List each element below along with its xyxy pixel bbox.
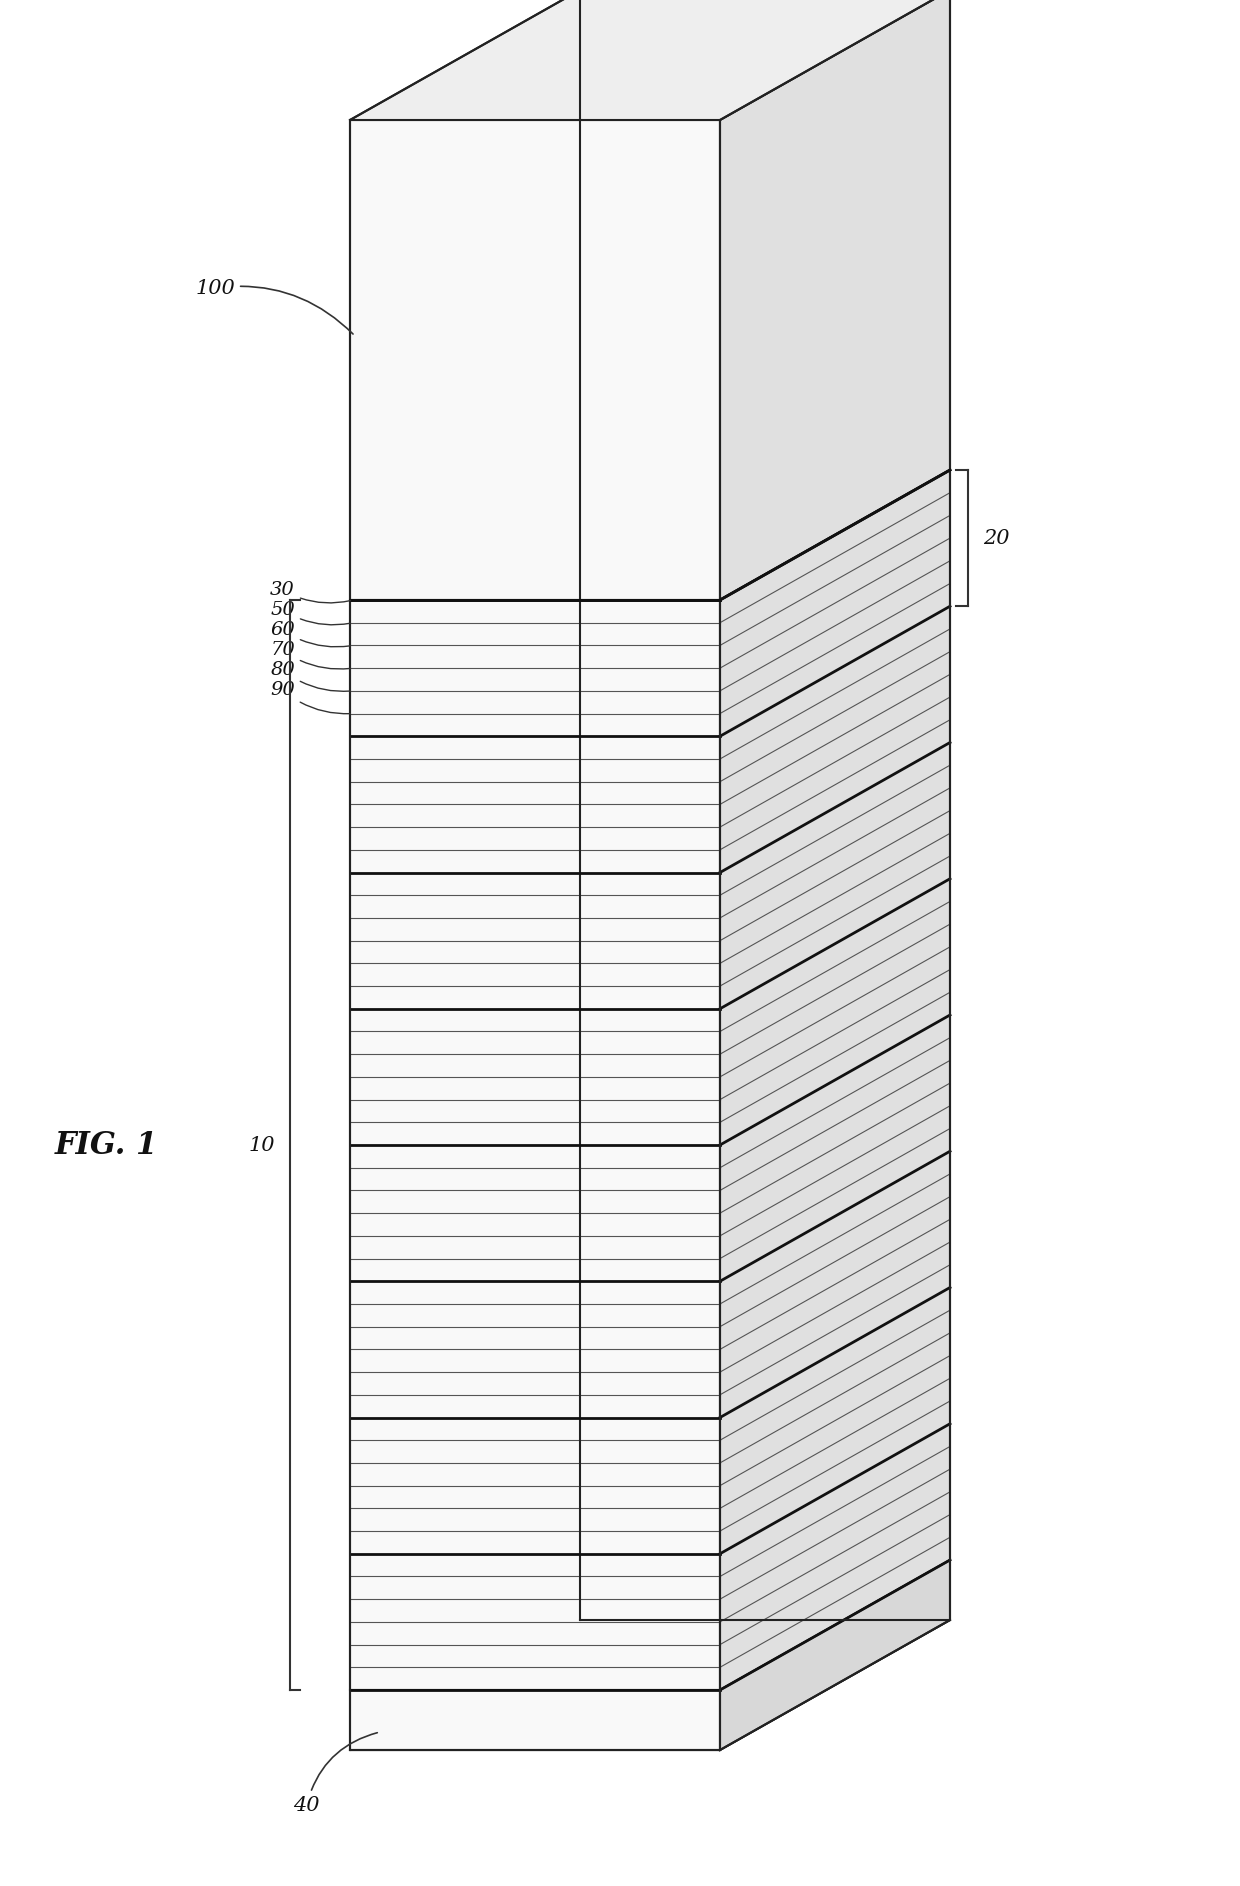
Polygon shape [350,600,720,1690]
Polygon shape [350,1620,950,1750]
Text: 30: 30 [270,581,350,604]
Text: 70: 70 [270,641,350,670]
Polygon shape [350,121,720,600]
Text: 100: 100 [195,279,353,334]
Polygon shape [720,1560,950,1750]
Text: 20: 20 [983,528,1009,547]
Text: 10: 10 [248,1135,275,1154]
Polygon shape [720,470,950,1690]
Polygon shape [720,0,950,600]
Text: 40: 40 [294,1733,377,1814]
Text: 90: 90 [270,681,350,713]
Polygon shape [350,1690,720,1750]
Text: 80: 80 [270,660,350,692]
Polygon shape [350,0,950,121]
Text: 50: 50 [270,602,350,624]
Text: FIG. 1: FIG. 1 [55,1130,159,1160]
Text: 60: 60 [270,620,350,647]
